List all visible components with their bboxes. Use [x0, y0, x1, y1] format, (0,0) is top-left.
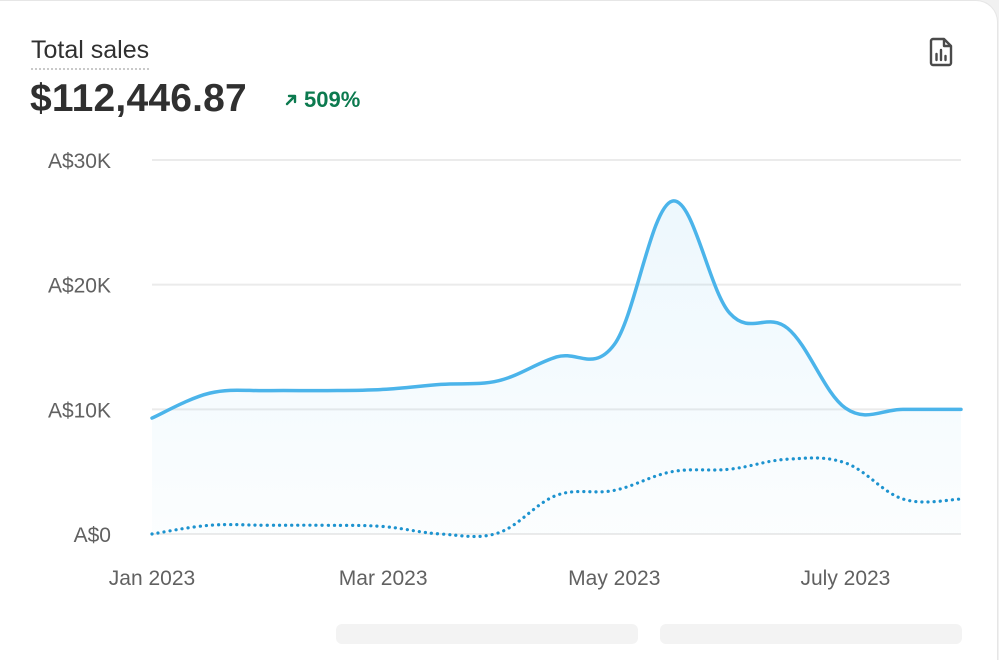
- series-line-current: [150, 199, 963, 420]
- x-tick-label: July 2023: [800, 567, 890, 590]
- y-tick-label: A$0: [74, 524, 111, 547]
- bottom-tab-1[interactable]: [336, 624, 638, 644]
- total-sales-value: $112,446.87: [30, 77, 247, 120]
- series-line-comparison: [150, 456, 963, 539]
- y-tick-label: A$20K: [48, 275, 111, 298]
- sales-chart: A$0 A$10K A$20K A$30K Jan 2023 Mar 2023 May 20…: [48, 150, 963, 590]
- x-tick-label: May 2023: [568, 567, 660, 590]
- report-icon[interactable]: [924, 35, 958, 69]
- card-title[interactable]: Total sales: [31, 35, 150, 70]
- x-tick-label: Jan 2023: [109, 567, 195, 590]
- y-tick-label: A$10K: [48, 399, 111, 422]
- y-tick-label: A$30K: [48, 150, 111, 173]
- change-badge: 509%: [284, 87, 360, 113]
- change-percent: 509%: [304, 87, 361, 112]
- x-tick-label: Mar 2023: [339, 567, 428, 590]
- series-area-fill: [152, 200, 961, 535]
- bottom-tab-2[interactable]: [660, 624, 962, 644]
- arrow-up-right-icon: [285, 94, 297, 106]
